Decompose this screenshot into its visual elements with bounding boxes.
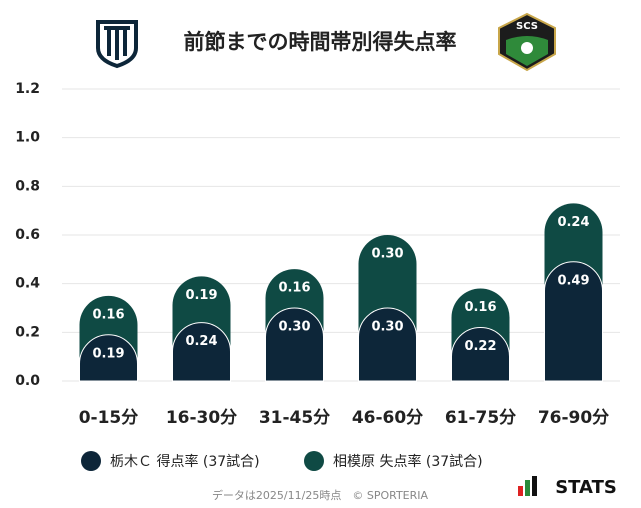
bar-segment (79, 334, 138, 382)
y-tick-label: 0.8 (15, 178, 40, 194)
data-label: 0.16 (92, 307, 124, 322)
data-label: 0.22 (464, 339, 496, 354)
y-tick-label: 0.2 (15, 324, 40, 340)
x-tick-label: 0-15分 (79, 408, 139, 428)
left-logo (96, 20, 138, 69)
data-label: 0.16 (278, 281, 310, 296)
y-tick-label: 0.6 (15, 227, 40, 243)
legend-label: 栃木Ｃ 得点率 (37試合) (110, 453, 260, 470)
data-label: 0.49 (557, 273, 589, 288)
y-tick-label: 0.0 (15, 373, 40, 389)
data-label: 0.24 (185, 334, 217, 349)
x-tick-label: 16-30分 (166, 408, 237, 428)
data-label: 0.19 (92, 346, 124, 361)
legend-label: 相模原 失点率 (37試合) (333, 453, 483, 470)
brand: STATS (555, 477, 617, 498)
y-tick-label: 0.4 (15, 276, 40, 292)
legend-swatch (304, 451, 324, 471)
data-label: 0.16 (464, 300, 496, 315)
bar-segment (451, 327, 510, 382)
footnote: データは2025/11/25時点 © SPORTERIA (212, 488, 429, 502)
brand-logo: STATS (518, 476, 617, 498)
data-label: 0.24 (557, 215, 589, 230)
data-label: 0.30 (278, 320, 310, 335)
bar-segment (544, 261, 603, 382)
bar-segment (358, 307, 417, 382)
legend: 栃木Ｃ 得点率 (37試合) 相模原 失点率 (37試合) (81, 451, 483, 471)
y-tick-label: 1.2 (15, 81, 40, 97)
right-logo: SCS (498, 12, 556, 72)
x-tick-label: 61-75分 (445, 408, 516, 428)
y-tick-label: 1.0 (15, 130, 40, 146)
data-label: 0.30 (371, 247, 403, 262)
x-tick-label: 46-60分 (352, 408, 423, 428)
badge-text: SCS (516, 21, 538, 32)
legend-swatch (81, 451, 101, 471)
data-label: 0.30 (371, 320, 403, 335)
chart-title: 前節までの時間帯別得失点率 (184, 30, 457, 54)
bar-segment (172, 322, 231, 382)
x-tick-label: 76-90分 (538, 408, 609, 428)
x-tick-label: 31-45分 (259, 408, 330, 428)
data-label: 0.19 (185, 288, 217, 303)
bar-segment (265, 307, 324, 382)
